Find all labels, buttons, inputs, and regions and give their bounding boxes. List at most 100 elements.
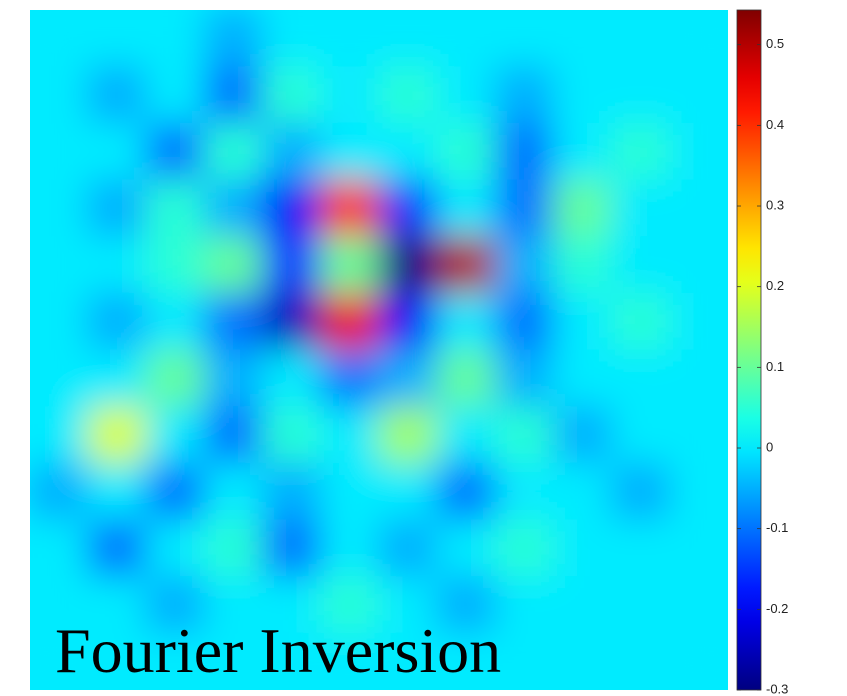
heatmap-cells bbox=[30, 10, 728, 690]
heatmap-cell bbox=[262, 292, 322, 351]
heatmap-cell bbox=[378, 519, 438, 578]
heatmap-cell bbox=[436, 179, 496, 238]
heatmap-cell bbox=[262, 179, 322, 238]
heatmap-cell bbox=[494, 179, 554, 238]
heatmap-cell bbox=[87, 406, 147, 464]
heatmap-cell bbox=[262, 519, 322, 578]
heatmap-cell bbox=[494, 406, 554, 464]
heatmap-cell bbox=[553, 406, 613, 464]
heatmap-cell bbox=[320, 122, 380, 181]
heatmap-cell bbox=[378, 179, 438, 238]
heatmap-cell bbox=[262, 576, 322, 634]
heatmap-cell bbox=[204, 632, 264, 690]
annotation: Fourier Inversion bbox=[55, 615, 501, 686]
heatmap-cell bbox=[87, 292, 147, 351]
heatmap-cell bbox=[204, 349, 264, 408]
heatmap-cell bbox=[494, 122, 554, 181]
heatmap-cell bbox=[494, 462, 554, 521]
heatmap-cell bbox=[553, 349, 613, 408]
heatmap-cell bbox=[145, 576, 205, 634]
heatmap-cell bbox=[204, 236, 264, 294]
heatmap-cell bbox=[378, 10, 438, 68]
heatmap-cell bbox=[669, 632, 728, 690]
heatmap-cell bbox=[436, 462, 496, 521]
heatmap-cell bbox=[378, 122, 438, 181]
heatmap-cell bbox=[611, 122, 671, 181]
heatmap-cell bbox=[204, 519, 264, 578]
heatmap-cell bbox=[204, 66, 264, 124]
heatmap-cell bbox=[611, 236, 671, 294]
heatmap-cell bbox=[553, 462, 613, 521]
heatmap-cell bbox=[669, 122, 728, 181]
heatmap-cell bbox=[436, 576, 496, 634]
heatmap-cell bbox=[262, 66, 322, 124]
heatmap-cell bbox=[30, 179, 89, 238]
heatmap-cell bbox=[204, 179, 264, 238]
heatmap-cell bbox=[145, 632, 205, 690]
heatmap-cell bbox=[553, 292, 613, 351]
heatmap-cell bbox=[30, 349, 89, 408]
heatmap-cell bbox=[262, 462, 322, 521]
heatmap-cell bbox=[436, 406, 496, 464]
heatmap-cell bbox=[436, 349, 496, 408]
heatmap-cell bbox=[87, 519, 147, 578]
heatmap-cell bbox=[30, 292, 89, 351]
heatmap-cell bbox=[436, 292, 496, 351]
colorbar-tick-label: 0.3 bbox=[766, 197, 784, 212]
heatmap-cell bbox=[611, 462, 671, 521]
heatmap-cell bbox=[145, 179, 205, 238]
heatmap-cell bbox=[669, 462, 728, 521]
heatmap-cell bbox=[320, 462, 380, 521]
colorbar-tick-label: 0.2 bbox=[766, 278, 784, 293]
colorbar-tick-label: 0.4 bbox=[766, 117, 784, 132]
heatmap-cell bbox=[145, 462, 205, 521]
heatmap-cell bbox=[204, 406, 264, 464]
heatmap-cell bbox=[262, 632, 322, 690]
heatmap-cell bbox=[378, 462, 438, 521]
heatmap-cell bbox=[145, 519, 205, 578]
heatmap-cell bbox=[320, 179, 380, 238]
heatmap-cell bbox=[87, 576, 147, 634]
heatmap-cell bbox=[87, 236, 147, 294]
heatmap-cell bbox=[262, 236, 322, 294]
heatmap-cell bbox=[669, 179, 728, 238]
colorbar-tick-label: 0.5 bbox=[766, 36, 784, 51]
heatmap-cell bbox=[87, 632, 147, 690]
heatmap-cell bbox=[436, 519, 496, 578]
heatmap-cell bbox=[262, 10, 322, 68]
heatmap-cell bbox=[669, 236, 728, 294]
heatmap-cell bbox=[436, 10, 496, 68]
heatmap-cell bbox=[611, 632, 671, 690]
heatmap-cell bbox=[87, 122, 147, 181]
heatmap-cell bbox=[669, 519, 728, 578]
heatmap-cell bbox=[669, 406, 728, 464]
heatmap-cell bbox=[494, 10, 554, 68]
heatmap-cell bbox=[204, 462, 264, 521]
heatmap-cell bbox=[494, 576, 554, 634]
heatmap-cell bbox=[436, 66, 496, 124]
heatmap-cell bbox=[320, 406, 380, 464]
heatmap-cell bbox=[262, 406, 322, 464]
heatmap-cell bbox=[611, 576, 671, 634]
heatmap-cell bbox=[30, 406, 89, 464]
heatmap-cell bbox=[436, 236, 496, 294]
heatmap-cell bbox=[378, 236, 438, 294]
heatmap-cell bbox=[611, 66, 671, 124]
heatmap-cell bbox=[378, 292, 438, 351]
heatmap-cell bbox=[669, 10, 728, 68]
colorbar-tick-label: 0.1 bbox=[766, 359, 784, 374]
heatmap-cell bbox=[320, 632, 380, 690]
heatmap-cell bbox=[378, 66, 438, 124]
heatmap-cell bbox=[494, 236, 554, 294]
heatmap-cell bbox=[87, 10, 147, 68]
heatmap-cell bbox=[553, 179, 613, 238]
heatmap-cell bbox=[378, 632, 438, 690]
heatmap-cell bbox=[320, 349, 380, 408]
heatmap-cell bbox=[320, 10, 380, 68]
heatmap-cell bbox=[87, 349, 147, 408]
heatmap-cell bbox=[262, 122, 322, 181]
heatmap-cell bbox=[145, 66, 205, 124]
heatmap-cell bbox=[669, 66, 728, 124]
heatmap-cell bbox=[204, 576, 264, 634]
heatmap-cell bbox=[553, 236, 613, 294]
